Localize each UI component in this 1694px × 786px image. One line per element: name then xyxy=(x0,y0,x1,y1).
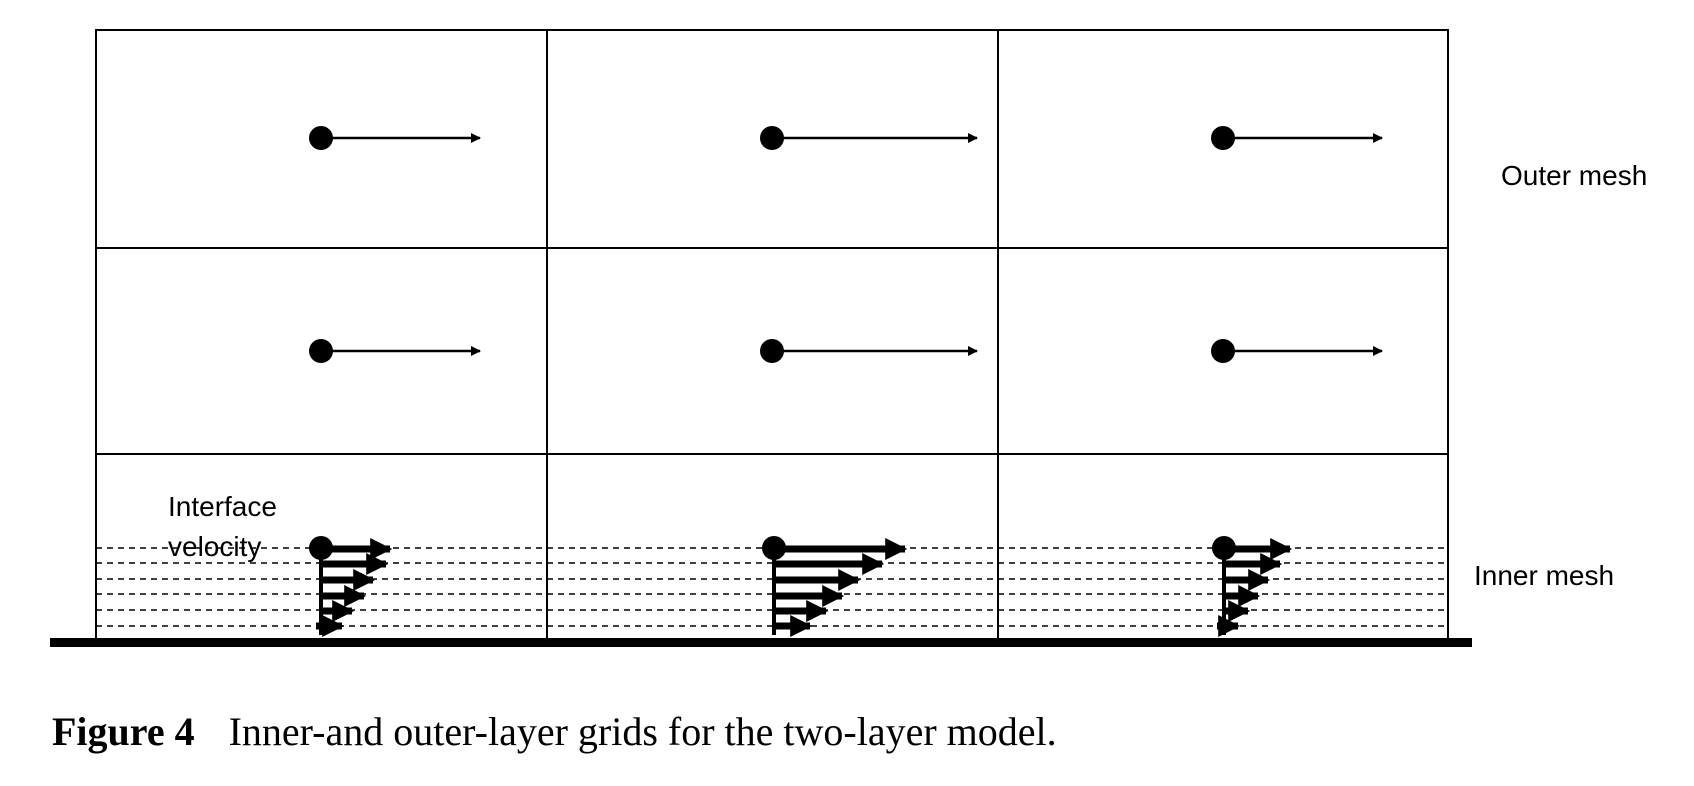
velocity-vector xyxy=(309,126,481,150)
interface-velocity-label-line2: velocity xyxy=(168,531,261,562)
velocity-profile-column-2 xyxy=(762,536,908,637)
velocity-vector xyxy=(309,339,481,363)
figure-caption: Figure 4 Inner-and outer-layer grids for … xyxy=(52,712,1057,752)
velocity-vector xyxy=(1211,339,1383,363)
interface-velocity-label-line1: Interface xyxy=(168,491,277,522)
two-layer-grid-diagram: Outer mesh Inner mesh Interface velocity xyxy=(50,29,1647,647)
wall-surface xyxy=(50,638,1472,647)
inner-mesh-label: Inner mesh xyxy=(1474,560,1614,591)
velocity-vector xyxy=(760,126,978,150)
velocity-profile-column-3 xyxy=(1212,536,1293,637)
velocity-vector xyxy=(760,339,978,363)
velocity-profile-column-1 xyxy=(309,536,393,637)
inner-velocity-profiles xyxy=(309,536,1293,637)
outer-velocity-vectors xyxy=(309,126,1383,363)
velocity-vector xyxy=(1211,126,1383,150)
caption-text: Inner-and outer-layer grids for the two-… xyxy=(228,709,1057,754)
outer-mesh-label: Outer mesh xyxy=(1501,160,1647,191)
figure-number: Figure 4 xyxy=(52,709,195,754)
